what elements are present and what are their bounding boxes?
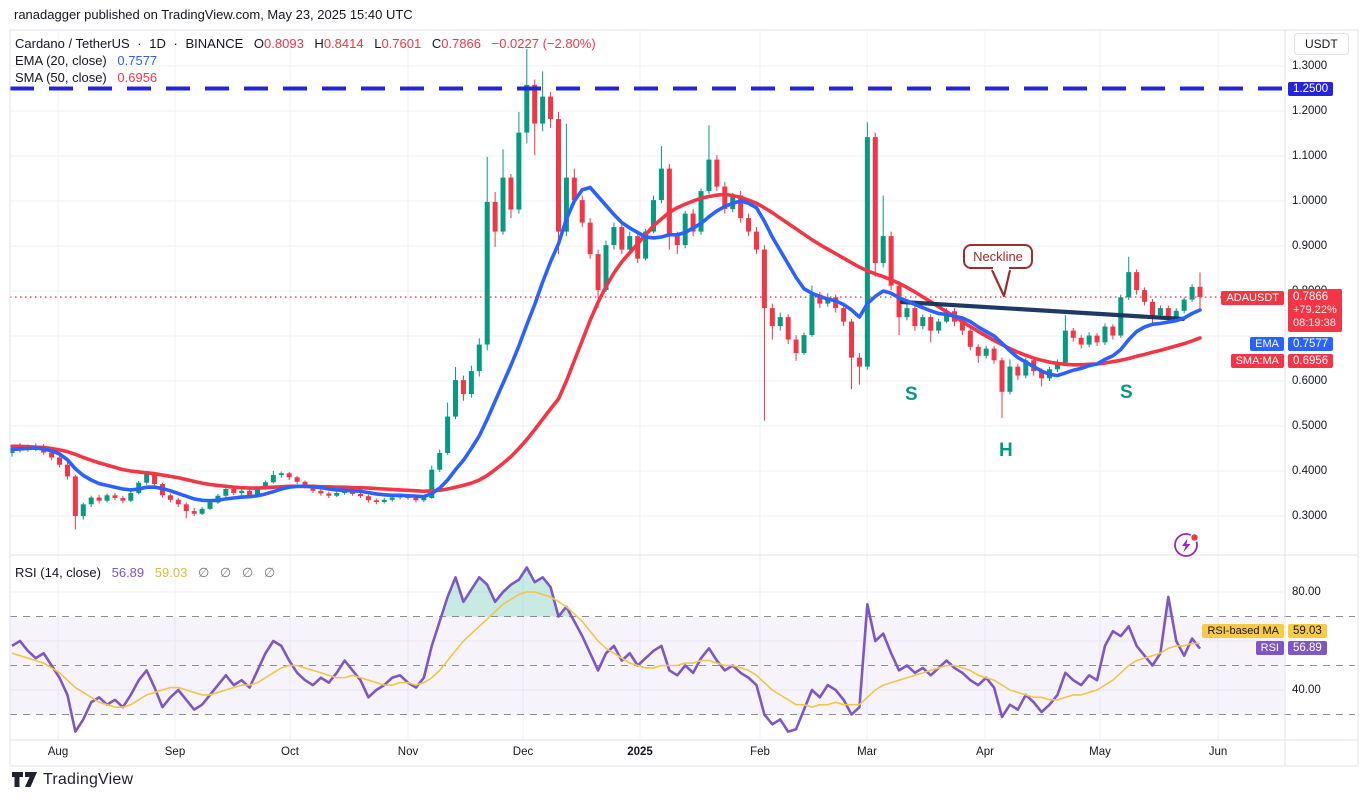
empty-set-icon: ∅ [197,565,210,580]
main-legend[interactable]: Cardano / TetherUS · 1D · BINANCE O0.809… [15,35,596,86]
symbol-title: Cardano / TetherUS [15,36,130,51]
time-tick-label: Nov [397,746,419,758]
price-tick-label: 1.3000 [1292,60,1328,72]
high-key: H [314,36,324,51]
price-tick-label: 0.6000 [1292,375,1328,387]
high-value: 0.8414 [323,36,364,51]
legend-separator: · [173,36,178,51]
brand-name: TradingView [43,770,134,788]
price-tick-label: 0.9000 [1292,240,1328,252]
price-tick-label: 1.2000 [1292,105,1328,117]
change-percent-value: +79.22% [1293,304,1337,316]
ema-label: EMA (20, close) [15,53,107,68]
price-tick-label: 0.3000 [1292,510,1328,522]
tradingview-logo-icon [12,772,37,787]
rsi-tag: RSI [1255,641,1284,655]
close-key: C [431,36,442,51]
symbol-price-tag: ADAUSDT [1221,291,1284,305]
rsi-value-label: 56.89 [1288,641,1327,655]
interval-label: 1D [149,36,166,51]
empty-set-icon: ∅ [219,565,232,580]
time-tick-label: Dec [512,746,534,758]
time-tick-label: Aug [47,746,69,758]
sma-label: SMA (50, close) [15,70,107,85]
rsi-tick-label: 40.00 [1292,684,1321,696]
price-tick-label: 1.1000 [1292,150,1328,162]
change-value: −0.0227 (−2.80%) [491,36,596,51]
time-tick-label: May [1089,746,1111,758]
time-tick-label: Mar [857,746,877,758]
rsi-ma-line [11,591,1201,708]
ema-price-tag: EMA [1250,337,1284,351]
bar-countdown: 08:19:38 [1293,317,1336,329]
ema-price-label: 0.7577 [1288,337,1334,351]
price-tick-label: 1.0000 [1292,195,1328,207]
sma50-line [10,192,1202,494]
rsi-indicator-row[interactable]: RSI (14, close) 56.89 59.03 ∅ ∅ ∅ ∅ [15,565,275,581]
left-shoulder-label[interactable]: S [905,384,918,405]
time-tick-label: 2025 [627,746,653,758]
rsi-label: RSI (14, close) [15,565,101,580]
close-value: 0.7866 [441,36,481,51]
currency-toggle-button[interactable]: USDT [1294,33,1349,55]
empty-set-icon: ∅ [263,565,276,580]
time-tick-label: Apr [976,746,994,758]
right-shoulder-label[interactable]: S [1120,382,1133,403]
exchange-label: BINANCE [185,36,244,51]
rsi-tick-label: 80.00 [1292,586,1321,598]
open-key: O [253,36,265,51]
low-key: L [374,36,382,51]
brand-footer[interactable]: TradingView [12,770,133,789]
time-tick-label: Jun [1208,746,1228,758]
head-label[interactable]: H [999,440,1013,461]
open-value: 0.8093 [264,36,304,51]
ema-indicator-row[interactable]: EMA (20, close) 0.7577 [15,52,596,69]
rsi-ma-tag: RSI-based MA [1202,624,1284,638]
rsi-value: 56.89 [111,565,145,580]
neckline-trendline [899,299,1186,322]
sma-price-tag: SMA:MA [1230,354,1284,368]
low-value: 0.7601 [381,36,422,51]
candlestick-series [10,48,1203,530]
time-tick-label: Feb [750,746,770,758]
rsi-ma-value-label: 59.03 [1288,624,1327,638]
empty-set-icon: ∅ [241,565,254,580]
published-line: ranadagger published on TradingView.com,… [14,7,413,22]
time-tick-label: Sep [164,746,186,758]
callout-tail [991,266,1012,298]
hline-price-label[interactable]: 1.2500 [1288,82,1334,96]
sma-indicator-row[interactable]: SMA (50, close) 0.6956 [15,69,596,86]
price-tick-label: 0.5000 [1292,420,1328,432]
symbol-row[interactable]: Cardano / TetherUS · 1D · BINANCE O0.809… [15,35,596,52]
price-tick-label: 0.4000 [1292,465,1328,477]
legend-separator: · [137,36,142,51]
sma-value: 0.6956 [117,70,158,85]
last-price-value: 0.7866 [1293,291,1329,303]
ema20-line [10,185,1202,503]
neckline-callout[interactable]: Neckline [963,244,1033,269]
ema-value: 0.7577 [117,53,158,68]
sma-price-label: 0.6956 [1288,354,1334,368]
last-price-label: 0.7866 +79.22% 08:19:38 [1288,289,1342,332]
time-tick-label: Oct [281,746,299,758]
rsi-ma-value: 59.03 [154,565,188,580]
boost-icon[interactable] [1170,528,1204,562]
